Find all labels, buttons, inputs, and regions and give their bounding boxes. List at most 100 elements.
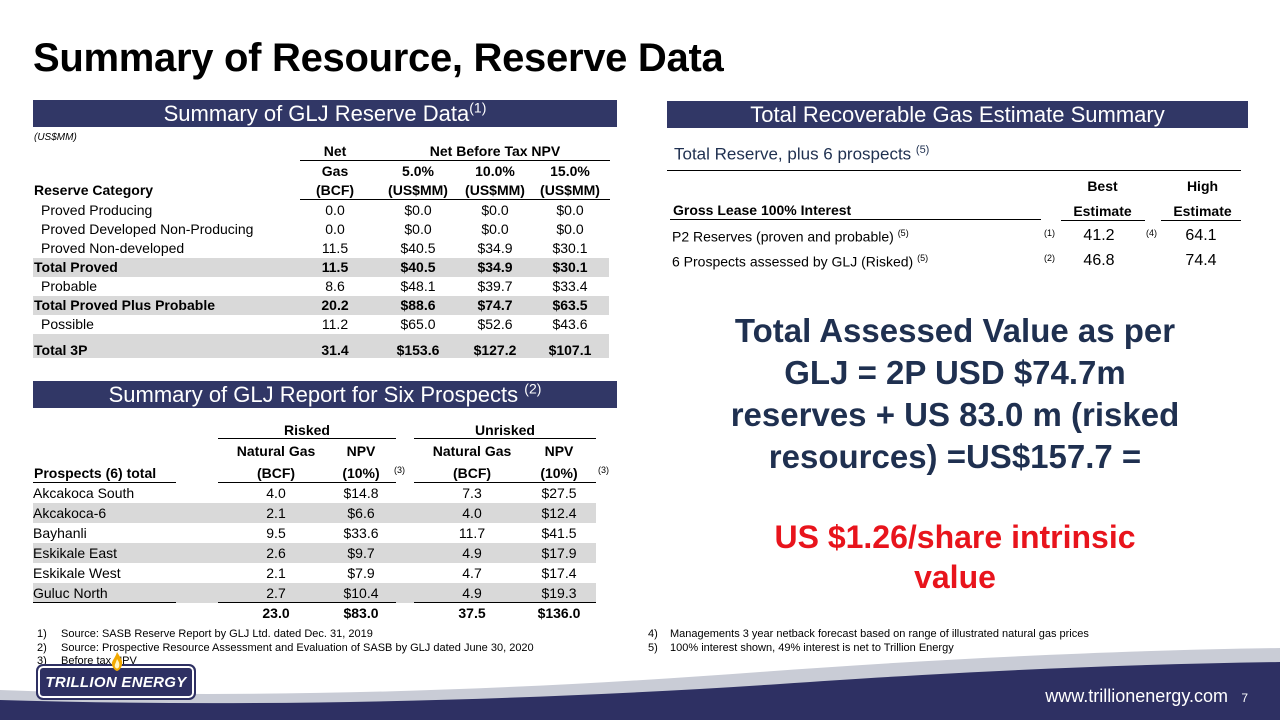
risked-npv: $33.6	[343, 525, 379, 541]
row-v5: $0.0	[404, 202, 432, 218]
prospects-header: Summary of GLJ Report for Six Prospects …	[33, 381, 617, 408]
col-best: Best	[1087, 178, 1118, 194]
col-category: Reserve Category	[34, 182, 154, 198]
highlight-line: value	[914, 559, 996, 595]
col-risked: Risked	[284, 422, 330, 438]
table-row-total: 23.0 $83.0 37.5 $136.0	[33, 603, 596, 623]
prospect-name: Akcakoca-6	[33, 505, 107, 521]
col-risked-bcf: (BCF)	[256, 465, 296, 481]
table-row: Akcakoca South 4.0 $14.8 7.3 $27.5	[33, 483, 596, 503]
risked-gas: 2.1	[266, 565, 286, 581]
note-3-risked: (3)	[394, 465, 405, 475]
row-label: P2 Reserves (proven and probable) (5)	[672, 228, 909, 245]
row-v15: $0.0	[556, 202, 584, 218]
row-v10: $52.6	[477, 316, 513, 332]
col-unrisked-npv: NPV	[544, 443, 574, 459]
recoverable-subtitle-text: Total Reserve, plus 6 prospects	[674, 144, 912, 164]
table-row: Probable 8.6 $48.1 $39.7 $33.4	[33, 277, 609, 296]
risked-gas: 2.6	[266, 545, 286, 561]
row-v10: $39.7	[477, 278, 513, 294]
col-npv: Net Before Tax NPV	[429, 143, 561, 159]
col-usd-10: (US$MM)	[465, 182, 525, 198]
row-gas: 20.2	[321, 297, 349, 313]
row-high: 74.4	[1185, 252, 1217, 269]
note-3-unrisked: (3)	[598, 465, 609, 475]
row-v5: $0.0	[404, 221, 432, 237]
footnote-num: 3)	[37, 655, 47, 667]
risked-npv: $6.6	[347, 505, 375, 521]
total-unrisked-npv: $136.0	[537, 605, 581, 621]
col-risked-gas: Natural Gas	[236, 443, 316, 459]
unrisked-npv: $27.5	[541, 485, 577, 501]
unrisked-gas: 4.9	[462, 545, 482, 561]
footnotes-right: 4) Managements 3 year netback forecast ba…	[648, 628, 1089, 655]
table-row-total: Total Proved 11.5 $40.5 $34.9 $30.1	[33, 258, 609, 277]
table-row: Akcakoca-6 2.1 $6.6 4.0 $12.4	[33, 503, 596, 523]
website-url: www.trillionenergy.com	[1045, 686, 1228, 706]
recoverable-subtitle: Total Reserve, plus 6 prospects (5)	[674, 144, 929, 165]
row-v10: $34.9	[477, 259, 513, 275]
col-net: Net	[323, 143, 347, 159]
col-high-est: Estimate	[1173, 203, 1232, 219]
risked-npv: $14.8	[343, 485, 379, 501]
footnote: 2) Source: Prospective Resource Assessmen…	[37, 642, 534, 656]
row-gas: 11.2	[321, 316, 349, 332]
row-label: Total Proved Plus Probable	[34, 297, 216, 313]
row-label: Total Proved	[34, 259, 118, 275]
reserve-header: Summary of GLJ Reserve Data(1)	[33, 100, 617, 127]
row-gas: 8.6	[325, 278, 345, 294]
row-note2: (4)	[1146, 228, 1157, 238]
unrisked-npv: $17.4	[541, 565, 577, 581]
row-v15: $30.1	[552, 259, 588, 275]
row-v5: $153.6	[396, 342, 440, 358]
row-label-note: (5)	[897, 228, 909, 238]
row-note1: (1)	[1044, 228, 1055, 238]
row-label: Total 3P	[34, 342, 88, 358]
table-row: Proved Non-developed 11.5 $40.5 $34.9 $3…	[33, 239, 609, 258]
footnote-text: Source: Prospective Resource Assessment …	[61, 641, 534, 654]
footnote-num: 1)	[37, 628, 47, 640]
table-row: Eskikale West 2.1 $7.9 4.7 $17.4	[33, 563, 596, 583]
prospect-name: Akcakoca South	[33, 485, 135, 501]
unrisked-npv: $17.9	[541, 545, 577, 561]
summary-line: reserves + US 83.0 m (risked	[730, 396, 1180, 433]
total-risked-npv: $83.0	[343, 605, 379, 621]
prospects-header-note: (2)	[524, 380, 542, 397]
footnote-num: 2)	[37, 641, 47, 654]
table-row: Proved Producing 0.0 $0.0 $0.0 $0.0	[33, 201, 609, 220]
row-gas: 11.5	[321, 240, 349, 256]
row-label: 6 Prospects assessed by GLJ (Risked) (5)	[672, 253, 928, 270]
col-gross-lease: Gross Lease 100% Interest	[673, 202, 852, 218]
table-row: 6 Prospects assessed by GLJ (Risked) (5)…	[672, 251, 1247, 273]
row-v10: $74.7	[477, 297, 513, 313]
footnote-num: 5)	[648, 641, 658, 654]
row-gas: 31.4	[321, 342, 349, 358]
total-unrisked-gas: 37.5	[458, 605, 486, 621]
table-row: Eskikale East 2.6 $9.7 4.9 $17.9	[33, 543, 596, 563]
row-gas: 0.0	[325, 221, 345, 237]
col-gas: Gas	[321, 163, 349, 179]
unrisked-npv: $12.4	[541, 505, 577, 521]
prospect-name: Eskikale East	[33, 545, 118, 561]
col-unrisked-bcf: (BCF)	[452, 465, 492, 481]
page-title: Summary of Resource, Reserve Data	[33, 36, 724, 80]
table-row: Guluc North 2.7 $10.4 4.9 $19.3	[33, 583, 596, 603]
total-risked-gas: 23.0	[262, 605, 290, 621]
footnote-text: Managements 3 year netback forecast base…	[670, 628, 1089, 640]
prospect-name: Guluc North	[33, 585, 108, 601]
row-v15: $43.6	[552, 316, 588, 332]
unrisked-gas: 4.9	[462, 585, 482, 601]
prospect-name: Eskikale West	[33, 565, 121, 581]
row-gas: 0.0	[325, 202, 345, 218]
risked-npv: $9.7	[347, 545, 375, 561]
row-v15: $30.1	[552, 240, 588, 256]
row-v5: $40.5	[400, 240, 436, 256]
col-best-est: Estimate	[1073, 203, 1132, 219]
row-best: 41.2	[1083, 227, 1115, 244]
col-risked-pct: (10%)	[342, 465, 380, 481]
col-high: High	[1186, 178, 1219, 194]
row-label: Proved Non-developed	[41, 240, 185, 256]
row-v15: $107.1	[548, 342, 592, 358]
row-v10: $0.0	[481, 202, 509, 218]
flame-icon	[111, 652, 123, 671]
